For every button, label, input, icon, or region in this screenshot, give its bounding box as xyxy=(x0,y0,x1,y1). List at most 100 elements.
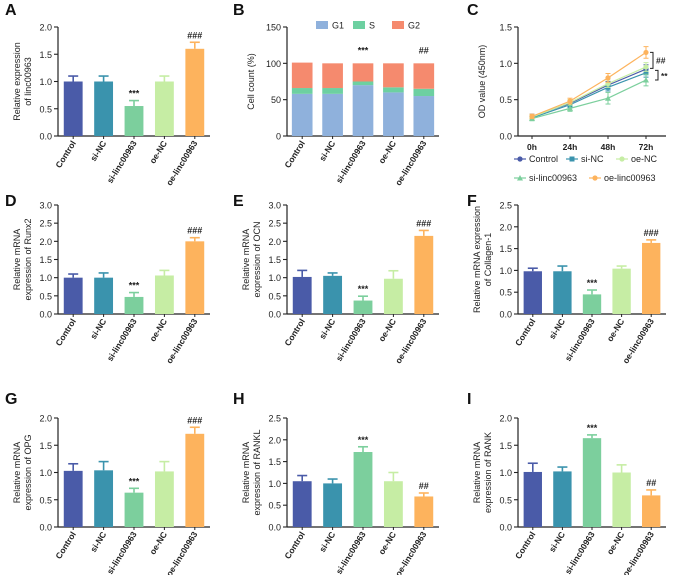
y-tick-label: 2.0 xyxy=(39,237,52,247)
y-axis-label: Relative mRNAexpression of OCN xyxy=(241,221,262,297)
significance-label: *** xyxy=(129,476,140,486)
data-point xyxy=(592,175,598,181)
x-tick-label: Control xyxy=(282,139,306,170)
legend-label: oe-NC xyxy=(631,154,658,164)
bar xyxy=(124,296,144,314)
significance-label: *** xyxy=(358,45,369,55)
y-axis-label: Relative mRNAexpression of OPG xyxy=(12,434,33,510)
y-tick-label: 0.0 xyxy=(499,132,512,142)
x-tick-label: si-linc00963 xyxy=(563,317,597,363)
panel-label: F xyxy=(467,193,477,210)
significance-label: *** xyxy=(358,284,369,294)
x-tick-label: si-linc00963 xyxy=(563,530,597,575)
y-axis-label-line: expression of OPG xyxy=(23,434,33,510)
data-point xyxy=(643,49,649,56)
panel-H: 0.0 0.5 1.0 1.5 2.0 2.5 Relative mRNAexpressio… xyxy=(233,391,439,575)
y-tick-label: 0.0 xyxy=(39,523,52,533)
y-tick-label: 2.0 xyxy=(39,23,52,33)
panel-label: I xyxy=(467,391,471,408)
bar xyxy=(383,481,403,527)
legend-label: si-NC xyxy=(581,154,604,164)
y-tick-label: 2.5 xyxy=(499,201,512,211)
panel-D: 0.0 0.5 1.0 1.5 2.0 2.5 3.0 Relative mRNAexpres… xyxy=(5,193,210,365)
legend-label: oe-linc00963 xyxy=(604,173,656,183)
y-axis-label: Cell count (%) xyxy=(246,53,256,110)
y-tick-label: 150 xyxy=(266,23,281,33)
bar xyxy=(124,106,144,136)
y-axis-label-line: expression of OCN xyxy=(252,221,262,297)
x-tick-label: si-NC xyxy=(547,530,567,554)
stacked-segment-g1 xyxy=(322,93,343,136)
y-axis-label: OD value (450nm) xyxy=(477,45,487,119)
y-tick-label: 100 xyxy=(266,59,281,69)
data-point xyxy=(569,156,575,162)
y-tick-label: 1.5 xyxy=(499,244,512,254)
y-tick-label: 1.0 xyxy=(268,273,281,283)
stacked-segment-g2 xyxy=(352,63,374,82)
bar xyxy=(154,81,174,136)
legend-label: G2 xyxy=(408,21,420,31)
y-tick-label: 1.0 xyxy=(39,273,52,283)
x-tick-label: oe-NC xyxy=(605,317,627,344)
x-tick-label: Control xyxy=(282,530,306,561)
stacked-segment-g1 xyxy=(383,92,404,136)
significance-label: ### xyxy=(187,30,202,40)
bar xyxy=(612,268,631,314)
data-point xyxy=(517,175,523,181)
x-tick-label: 72h xyxy=(639,142,654,152)
legend-swatch xyxy=(392,21,404,29)
x-tick-label: si-linc00963 xyxy=(105,139,139,185)
y-axis-label-line: Relative mRNA xyxy=(241,442,251,504)
y-tick-label: 2.5 xyxy=(268,414,281,424)
y-tick-label: 1.5 xyxy=(268,457,281,467)
series-line xyxy=(531,66,647,118)
y-tick-label: 50 xyxy=(271,95,281,105)
y-tick-label: 0.0 xyxy=(39,310,52,320)
bar xyxy=(124,492,144,527)
y-tick-label: 1.5 xyxy=(39,50,52,60)
y-axis-label-line: of linc00963 xyxy=(23,57,33,106)
x-tick-label: oe-linc00963 xyxy=(393,530,429,575)
y-tick-label: 1.5 xyxy=(499,441,512,451)
x-tick-label: 24h xyxy=(563,142,578,152)
x-tick-label: Control xyxy=(53,139,77,170)
data-point xyxy=(619,156,625,162)
bar xyxy=(185,48,205,136)
y-tick-label: 0.5 xyxy=(499,288,512,298)
significance-label: ### xyxy=(644,228,659,238)
x-tick-label: si-NC xyxy=(317,139,337,163)
x-tick-label: oe-NC xyxy=(147,139,169,166)
legend-swatch xyxy=(316,21,328,29)
panel-label: E xyxy=(233,193,244,210)
bar xyxy=(94,470,114,527)
y-axis-label: Relative mRNA expressionof Collagen-1 xyxy=(472,206,493,313)
significance-label: ## xyxy=(419,45,429,55)
bar xyxy=(323,483,343,527)
significance-label: *** xyxy=(129,89,140,99)
x-tick-label: 48h xyxy=(601,142,616,152)
x-tick-label: si-NC xyxy=(317,317,337,341)
bar xyxy=(323,275,343,314)
significance-bracket xyxy=(650,51,654,69)
x-tick-label: si-linc00963 xyxy=(334,317,368,363)
panel-label: D xyxy=(5,193,17,210)
significance-label: *** xyxy=(587,423,598,433)
legend-swatch xyxy=(353,21,365,29)
x-tick-label: Control xyxy=(513,530,537,561)
y-tick-label: 0.5 xyxy=(268,501,281,511)
panel-B: 0 50 100 150 Cell count (%) B Control si-NC *** s… xyxy=(233,2,439,187)
bar xyxy=(94,81,114,136)
x-tick-label: oe-NC xyxy=(147,530,169,557)
bar xyxy=(414,235,434,314)
y-axis-label-line: Relative mRNA xyxy=(472,442,482,504)
stacked-segment-s xyxy=(383,87,404,93)
bar xyxy=(523,271,542,314)
y-tick-label: 0.5 xyxy=(499,495,512,505)
x-tick-label: oe-linc00963 xyxy=(164,530,200,575)
y-tick-label: 2.0 xyxy=(268,435,281,445)
significance-label: *** xyxy=(358,435,369,445)
y-tick-label: 1.5 xyxy=(39,441,52,451)
y-tick-label: 2.0 xyxy=(39,414,52,424)
x-tick-label: si-NC xyxy=(317,530,337,554)
y-axis-label-line: Relative mRNA xyxy=(12,442,22,504)
